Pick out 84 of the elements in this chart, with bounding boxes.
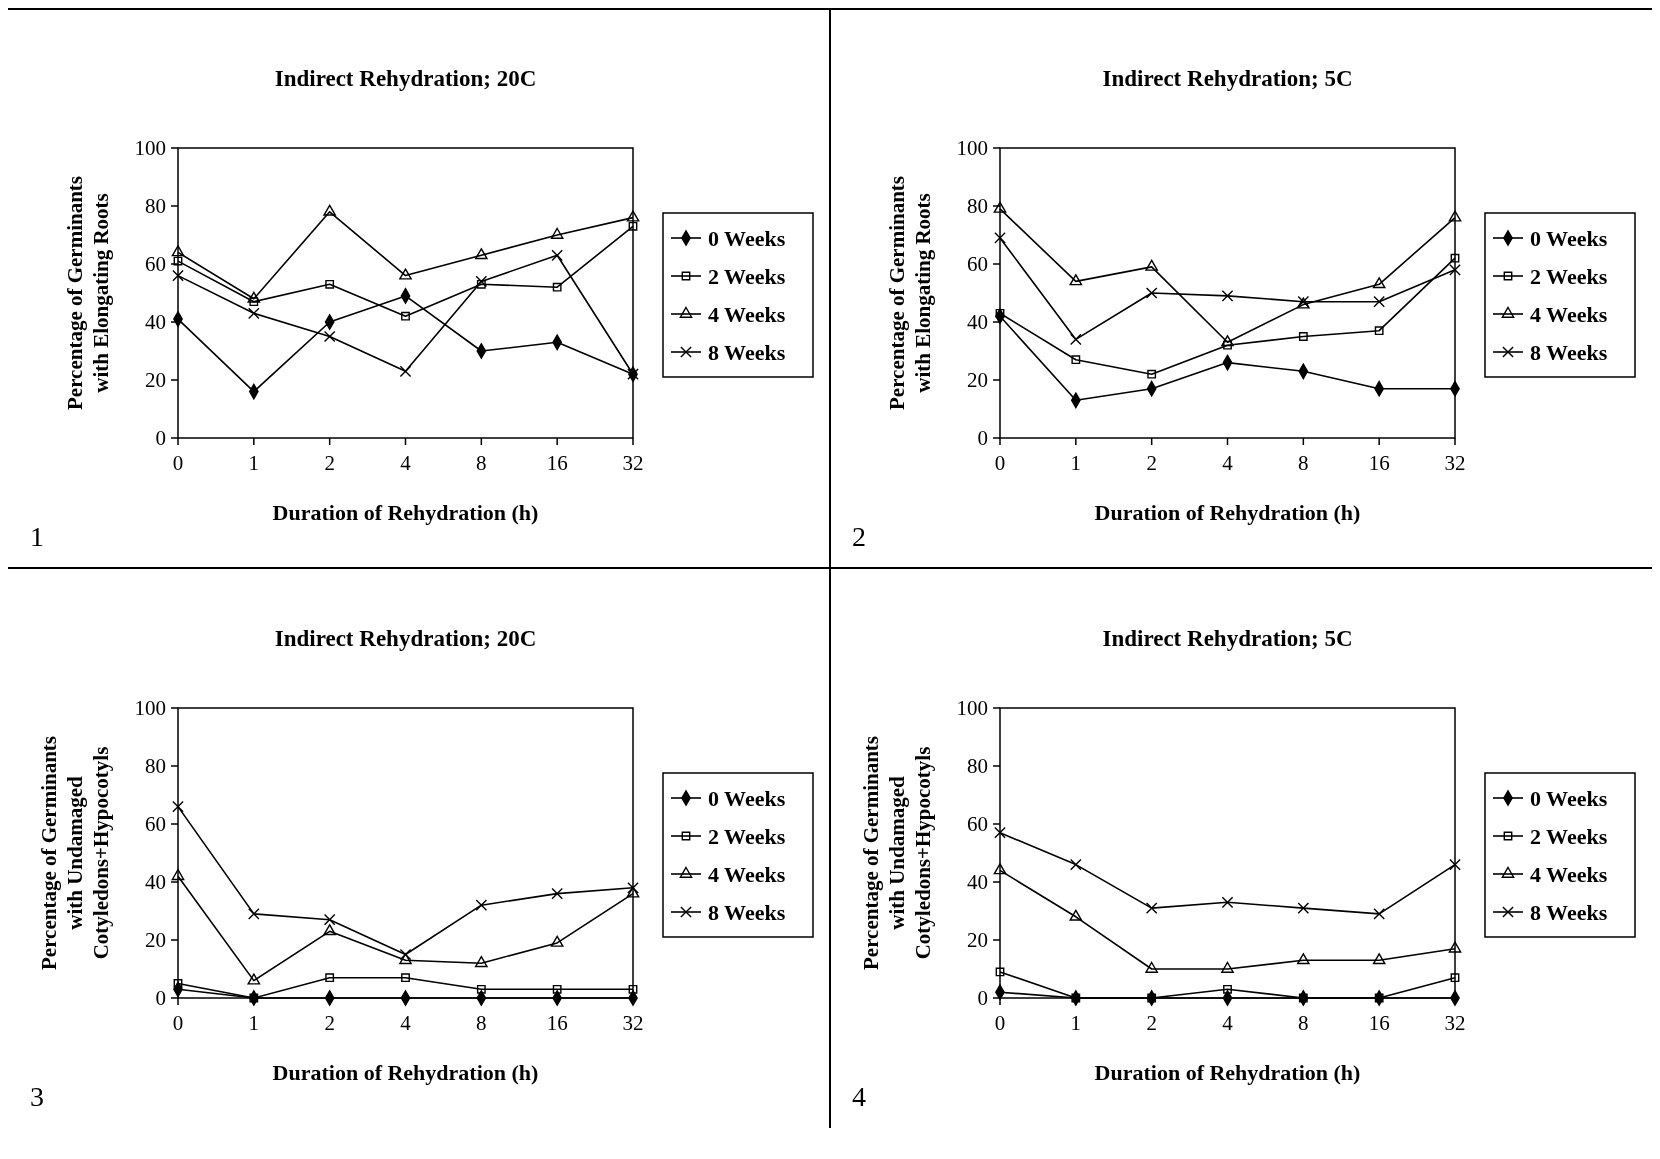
y-axis-title: Percentage of Germinants with Elongating Roots [885,175,935,411]
y-tick-label: 80 [967,754,988,779]
legend-label: 8 Weeks [1530,339,1608,365]
y-tick-label: 60 [967,812,988,837]
legend-label: 0 Weeks [1530,785,1608,811]
y-tick-label: 40 [145,870,166,895]
x-tick-label: 1 [1070,451,1082,475]
x-tick-label: 8 [476,1011,487,1035]
legend-label: 4 Weeks [708,301,786,327]
x-tick-label: 16 [546,1011,568,1035]
x-axis-title: Duration of Rehydration (h) [272,500,539,525]
chart-title: Indirect Rehydration; 20C [274,626,537,651]
x-axis-title: Duration of Rehydration (h) [272,1060,539,1085]
y-tick-label: 100 [134,136,166,161]
x-tick-label: 4 [1222,1011,1234,1035]
y-tick-label: 20 [145,368,166,393]
legend-label: 4 Weeks [1530,861,1608,887]
y-tick-label: 100 [956,696,988,721]
y-tick-label: 40 [967,870,988,895]
x-tick-label: 32 [622,1011,644,1035]
text: 4 [852,1081,866,1112]
x-tick-label: 2 [1146,1011,1157,1035]
x-tick-label: 0 [172,1011,184,1035]
x-tick-label: 2 [324,1011,335,1035]
y-tick-label: 20 [967,368,988,393]
y-tick-label: 20 [145,928,166,953]
text: 1 [30,521,44,552]
x-tick-label: 32 [1444,1011,1466,1035]
legend-label: 2 Weeks [708,823,786,849]
x-tick-label: 8 [1298,451,1309,475]
chart-title: Indirect Rehydration; 5C [1102,626,1353,651]
legend-label: 0 Weeks [708,225,786,251]
y-tick-label: 0 [977,986,988,1011]
x-tick-label: 0 [994,1011,1006,1035]
x-axis-title: Duration of Rehydration (h) [1094,1060,1361,1085]
text: 2 [852,521,866,552]
chart-title: Indirect Rehydration; 20C [274,66,537,91]
x-tick-label: 16 [1368,451,1390,475]
chart-title: Indirect Rehydration; 5C [1102,66,1353,91]
y-tick-label: 80 [967,194,988,219]
text: 3 [30,1081,44,1112]
legend-label: 8 Weeks [708,339,786,365]
x-tick-label: 2 [1146,451,1157,475]
x-tick-label: 1 [1070,1011,1082,1035]
y-tick-label: 0 [977,426,988,451]
x-tick-label: 8 [1298,1011,1309,1035]
legend-label: 0 Weeks [1530,225,1608,251]
x-tick-label: 1 [248,451,260,475]
y-tick-label: 60 [145,252,166,277]
y-tick-label: 60 [967,252,988,277]
y-tick-label: 80 [145,754,166,779]
x-tick-label: 1 [248,1011,260,1035]
y-tick-label: 100 [134,696,166,721]
x-tick-label: 0 [172,451,184,475]
y-axis-title: Percentage of Germinants with Undamaged Cotyledons+Hypocotyls [859,735,935,971]
y-tick-label: 0 [155,426,166,451]
y-tick-label: 60 [145,812,166,837]
legend-label: 2 Weeks [1530,823,1608,849]
y-tick-label: 100 [956,136,988,161]
legend-label: 4 Weeks [708,861,786,887]
legend-label: 0 Weeks [708,785,786,811]
x-tick-label: 4 [400,451,412,475]
y-tick-label: 40 [145,310,166,335]
legend-label: 2 Weeks [708,263,786,289]
legend-label: 4 Weeks [1530,301,1608,327]
x-tick-label: 0 [994,451,1006,475]
y-tick-label: 80 [145,194,166,219]
x-tick-label: 16 [546,451,568,475]
x-tick-label: 32 [1444,451,1466,475]
y-axis-title: Percentage of Germinants with Undamaged Cotyledons+Hypocotyls [37,735,113,971]
x-axis-title: Duration of Rehydration (h) [1094,500,1361,525]
x-tick-label: 4 [400,1011,412,1035]
x-tick-label: 8 [476,451,487,475]
legend-label: 2 Weeks [1530,263,1608,289]
legend-label: 8 Weeks [1530,899,1608,925]
y-tick-label: 20 [967,928,988,953]
x-tick-label: 16 [1368,1011,1390,1035]
y-tick-label: 0 [155,986,166,1011]
legend-label: 8 Weeks [708,899,786,925]
y-axis-title: Percentage of Germinants with Elongating Roots [63,175,113,411]
x-tick-label: 4 [1222,451,1234,475]
x-tick-label: 2 [324,451,335,475]
y-tick-label: 40 [967,310,988,335]
x-tick-label: 32 [622,451,644,475]
